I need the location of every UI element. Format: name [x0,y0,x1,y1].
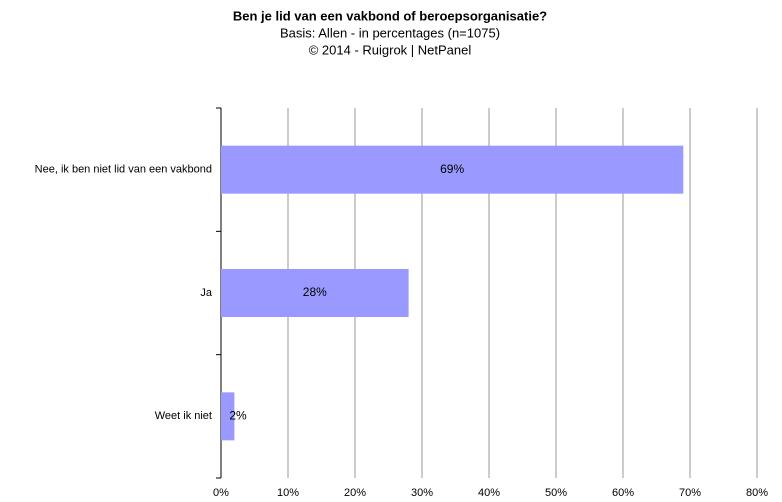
y-tick-label: Weet ik niet [155,410,212,422]
data-label: 2% [229,409,247,423]
chart-subtitle: Basis: Allen - in percentages (n=1075) [280,25,500,40]
x-tick-label: 20% [344,487,366,499]
x-tick-label: 80% [746,487,768,499]
x-tick-label: 70% [679,487,701,499]
x-tick-label: 30% [411,487,433,499]
chart-source: © 2014 - Ruigrok | NetPanel [309,42,472,57]
x-tick-label: 60% [612,487,634,499]
x-tick-label: 0% [213,487,229,499]
data-label: 28% [303,285,327,299]
bar [221,145,684,194]
y-tick-label: Ja [200,287,213,299]
x-tick-label: 50% [545,487,567,499]
bar [221,269,409,317]
chart-title: Ben je lid van een vakbond of beroepsorg… [233,8,547,23]
y-tick-label: Nee, ik ben niet lid van een vakbond [35,164,212,176]
bar [221,392,235,441]
x-tick-label: 10% [277,487,299,499]
data-label: 69% [440,162,464,176]
x-tick-label: 40% [478,487,500,499]
